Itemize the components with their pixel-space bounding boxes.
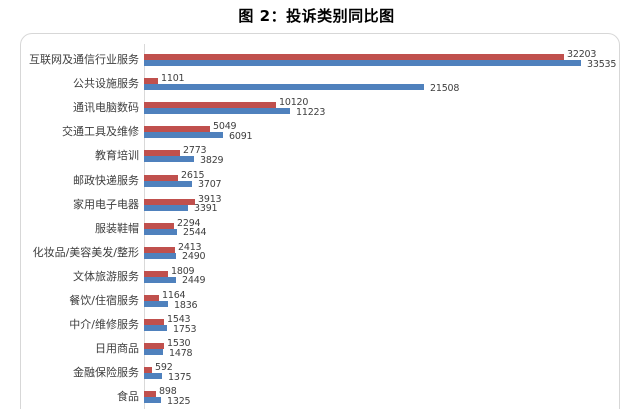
series-blue-value-label: 3829: [200, 154, 224, 166]
series-red-bar: [144, 270, 168, 277]
series-blue-value-label: 1325: [167, 395, 191, 407]
series-blue-bar: [144, 276, 176, 283]
series-red-bar: [144, 343, 164, 350]
series-red-bar: [144, 198, 195, 205]
series-blue-bar: [144, 156, 194, 163]
series-red-value-label: 1809: [171, 265, 195, 277]
series-blue-bar: [144, 349, 163, 356]
series-red-value-label: 32203: [567, 49, 597, 60]
series-red-bar: [144, 295, 159, 301]
series-red-value-label: 2294: [177, 217, 201, 229]
category-label: 邮政快递服务: [73, 173, 139, 187]
series-blue-bar: [144, 84, 424, 91]
series-red-value-label: 2413: [178, 241, 202, 253]
series-blue-bar: [144, 301, 168, 307]
category-label: 文体旅游服务: [73, 269, 139, 283]
plot-area: 互联网及通信行业服务 32203 33535 公共设施服务 1101 21508 通讯电脑数…: [21, 34, 619, 409]
category-label: 交通工具及维修: [62, 125, 139, 139]
series-red-bar: [144, 78, 158, 85]
series-blue-bar: [144, 252, 176, 259]
category-label: 中介/维修服务: [69, 318, 139, 332]
category-label: 日用商品: [95, 342, 139, 356]
series-blue-bar: [144, 204, 188, 211]
series-red-value-label: 5049: [213, 121, 237, 133]
series-blue-bar: [144, 108, 290, 115]
series-blue-value-label: 6091: [229, 130, 253, 142]
category-label: 食品: [117, 390, 139, 404]
series-blue-bar: [144, 132, 223, 139]
series-blue-value-label: 21508: [430, 82, 460, 94]
series-blue-bar: [144, 397, 161, 404]
series-blue-bar: [144, 373, 162, 380]
series-blue-value-label: 3391: [194, 203, 218, 215]
category-label: 餐饮/住宿服务: [69, 294, 139, 307]
series-blue-value-label: 11223: [296, 106, 326, 118]
category-label: 教育培训: [95, 149, 139, 163]
series-red-bar: [144, 174, 178, 181]
series-red-value-label: 1543: [167, 314, 191, 326]
series-red-bar: [144, 54, 564, 60]
series-blue-value-label: 2544: [183, 227, 207, 239]
series-red-value-label: 2615: [181, 169, 205, 181]
series-blue-value-label: 33535: [587, 58, 617, 70]
series-red-bar: [144, 246, 175, 253]
series-red-value-label: 1164: [162, 290, 186, 301]
category-label: 互联网及通信行业服务: [29, 53, 139, 66]
series-red-value-label: 3913: [198, 193, 222, 205]
series-blue-value-label: 1375: [168, 371, 192, 383]
series-blue-value-label: 1478: [169, 347, 193, 359]
series-red-bar: [144, 319, 164, 326]
category-label: 化妆品/美容美发/整形: [32, 245, 139, 259]
category-label: 金融保险服务: [73, 366, 139, 380]
series-red-value-label: 2773: [183, 145, 207, 157]
series-red-value-label: 1101: [161, 73, 185, 85]
chart-area: 互联网及通信行业服务 32203 33535 公共设施服务 1101 21508 通讯电脑数…: [20, 33, 620, 409]
series-blue-bar: [144, 60, 581, 66]
chart-title: 图 2：投诉类别同比图: [238, 7, 395, 25]
category-label: 家用电子电器: [73, 197, 139, 211]
series-red-value-label: 10120: [279, 97, 309, 109]
series-blue-bar: [144, 228, 177, 235]
series-red-bar: [144, 222, 174, 229]
series-blue-value-label: 2490: [182, 251, 206, 263]
series-blue-value-label: 1753: [173, 323, 197, 335]
series-blue-value-label: 1836: [174, 299, 198, 311]
category-label: 服装鞋帽: [95, 221, 139, 235]
category-label: 公共设施服务: [73, 77, 139, 91]
series-red-value-label: 898: [159, 386, 177, 398]
series-red-bar: [144, 150, 180, 157]
series-red-bar: [144, 126, 210, 133]
series-red-bar: [144, 391, 156, 398]
series-red-value-label: 592: [155, 362, 173, 374]
series-red-bar: [144, 367, 152, 374]
series-blue-bar: [144, 325, 167, 332]
series-blue-value-label: 2449: [182, 275, 206, 287]
category-label: 通讯电脑数码: [73, 101, 139, 115]
series-blue-value-label: 3707: [198, 179, 222, 190]
series-red-value-label: 1530: [167, 338, 191, 350]
series-blue-bar: [144, 180, 192, 187]
series-red-bar: [144, 102, 276, 109]
